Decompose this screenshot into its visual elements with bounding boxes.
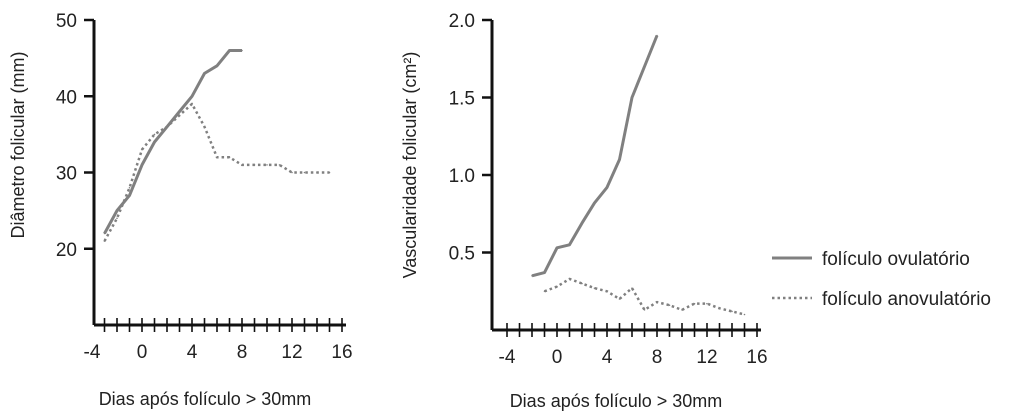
data-point-ovulatory [103,232,106,235]
data-point-anovulatory [216,156,218,159]
data-point-anovulatory [178,114,181,117]
y-axis-title: Vascularidade folicular (cm²) [400,52,420,279]
x-tick-label: 16 [746,347,767,368]
data-point-ovulatory [568,243,571,246]
x-tick-label: 12 [696,347,717,368]
data-point-anovulatory [253,164,256,166]
data-point-ovulatory [606,186,608,189]
data-point-anovulatory [643,309,646,311]
data-point-anovulatory [593,287,596,289]
x-tick-label: 4 [602,347,613,368]
data-point-anovulatory [543,290,546,293]
y-tick-label: 2.0 [449,11,475,32]
data-point-anovulatory [103,240,106,242]
data-point-ovulatory [141,164,143,166]
data-point-anovulatory [718,307,721,310]
data-point-anovulatory [568,278,571,280]
data-point-anovulatory [693,302,696,305]
x-tick-label: 0 [552,347,563,368]
data-point-ovulatory [153,141,156,143]
data-point-anovulatory [153,133,156,136]
chart-vascularity: 0.5 1.0 1.5 2.0 -4 0 4 8 12 16 Vascularidade folic… [400,11,768,411]
x-tick-label: 4 [187,342,198,363]
y-tick-label: 0.5 [449,244,475,265]
legend-label-ovulatory: folículo ovulatório [822,249,970,270]
x-tick-label: 8 [237,342,248,363]
data-point-ovulatory [191,95,193,98]
x-tick-label: -4 [84,342,101,363]
data-point-anovulatory [166,125,168,128]
data-point-ovulatory [531,274,533,277]
data-point-anovulatory [278,164,281,166]
legend-label-anovulatory: folículo anovulatório [822,289,991,310]
data-point-anovulatory [556,285,558,288]
data-point-ovulatory [556,247,558,249]
data-point-anovulatory [116,217,118,220]
series-line-ovulatory [531,34,659,278]
x-tick-label: -4 [499,347,516,368]
data-point-anovulatory [241,164,243,166]
data-point-anovulatory [606,290,608,293]
data-point-anovulatory [228,156,231,159]
legend: folículo ovulatório folículo anovulatóri… [772,249,991,310]
y-tick-label: 1.0 [449,166,475,187]
chart-diameter: 20 30 40 50 -4 0 4 8 12 16 Diâmetro folicular (mm)… [8,11,353,409]
data-point-ovulatory [581,222,583,224]
data-point-anovulatory [618,298,621,300]
data-point-anovulatory [141,148,143,151]
data-point-ovulatory [631,96,633,99]
data-point-anovulatory [191,103,193,105]
data-point-ovulatory [203,72,206,75]
data-point-ovulatory [543,271,546,274]
data-point-anovulatory [681,309,683,311]
series-line-ovulatory [103,49,242,235]
data-point-ovulatory [618,158,621,161]
y-tick-label: 40 [56,87,77,108]
y-tick-label: 20 [56,240,77,261]
data-point-anovulatory [706,302,708,305]
y-tick-label: 30 [56,164,77,185]
data-point-ovulatory [643,65,646,68]
data-point-anovulatory [266,164,268,166]
data-point-anovulatory [328,171,331,174]
y-axis-title: Diâmetro folicular (mm) [8,51,28,238]
x-axis-title: Dias após folículo > 30mm [99,389,312,409]
data-point-ovulatory [593,202,596,204]
data-point-anovulatory [743,313,746,316]
data-point-anovulatory [581,282,583,285]
data-point-ovulatory [656,34,658,37]
x-tick-label: 16 [331,342,352,363]
x-axis-title: Dias após folículo > 30mm [510,391,723,411]
data-point-anovulatory [668,304,671,307]
x-tick-label: 12 [281,342,302,363]
data-point-anovulatory [316,171,318,174]
y-tick-label: 1.5 [449,89,475,110]
x-tick-label: 0 [137,342,148,363]
data-point-anovulatory [128,186,131,189]
data-point-ovulatory [178,110,181,113]
y-tick-label: 50 [56,11,77,32]
data-point-anovulatory [731,310,733,313]
data-point-ovulatory [228,49,231,52]
data-point-ovulatory [128,194,131,197]
data-point-anovulatory [631,287,633,289]
data-point-ovulatory [216,64,218,67]
x-tick-label: 8 [652,347,663,368]
data-point-ovulatory [116,209,118,212]
data-point-ovulatory [241,49,243,52]
data-point-anovulatory [203,125,206,128]
data-point-anovulatory [303,171,306,174]
data-point-anovulatory [656,301,658,303]
data-point-anovulatory [291,171,293,174]
